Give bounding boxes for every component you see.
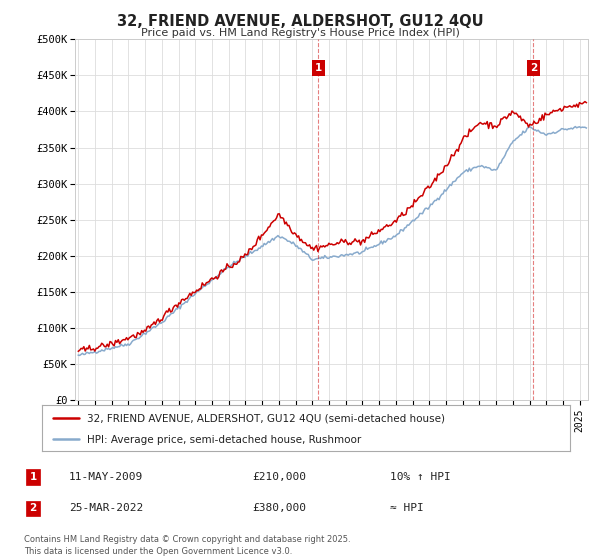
Text: £210,000: £210,000 [252,472,306,482]
Text: Contains HM Land Registry data © Crown copyright and database right 2025.
This d: Contains HM Land Registry data © Crown c… [24,535,350,556]
Text: 11-MAY-2009: 11-MAY-2009 [69,472,143,482]
Text: 32, FRIEND AVENUE, ALDERSHOT, GU12 4QU (semi-detached house): 32, FRIEND AVENUE, ALDERSHOT, GU12 4QU (… [87,414,445,424]
Text: ≈ HPI: ≈ HPI [390,503,424,514]
Text: 1: 1 [29,472,37,482]
Text: £380,000: £380,000 [252,503,306,514]
Text: 2: 2 [29,503,37,514]
Text: HPI: Average price, semi-detached house, Rushmoor: HPI: Average price, semi-detached house,… [87,435,361,445]
Text: 25-MAR-2022: 25-MAR-2022 [69,503,143,514]
Text: 2: 2 [530,63,537,73]
Text: 10% ↑ HPI: 10% ↑ HPI [390,472,451,482]
Text: 1: 1 [314,63,322,73]
Text: Price paid vs. HM Land Registry's House Price Index (HPI): Price paid vs. HM Land Registry's House … [140,28,460,38]
Text: 32, FRIEND AVENUE, ALDERSHOT, GU12 4QU: 32, FRIEND AVENUE, ALDERSHOT, GU12 4QU [116,14,484,29]
